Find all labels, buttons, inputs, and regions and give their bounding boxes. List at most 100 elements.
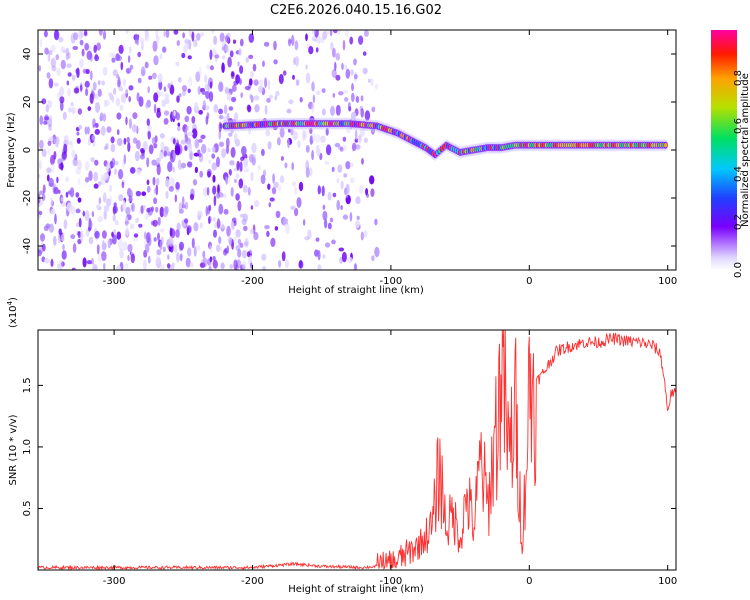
noise-mark: [331, 239, 336, 245]
noise-mark: [294, 40, 299, 51]
noise-mark: [153, 55, 159, 66]
noise-mark: [245, 57, 249, 63]
noise-mark: [338, 91, 344, 96]
noise-mark: [248, 33, 255, 43]
noise-mark: [355, 220, 360, 229]
noise-mark: [320, 135, 326, 143]
noise-mark: [42, 121, 48, 125]
noise-mark: [253, 79, 259, 86]
noise-mark: [97, 254, 102, 263]
noise-mark: [152, 72, 157, 80]
noise-mark: [237, 75, 241, 83]
noise-mark: [235, 173, 240, 179]
noise-mark: [206, 186, 210, 196]
noise-mark: [226, 92, 232, 101]
top-y-tick-label: 40: [22, 48, 33, 61]
noise-mark: [125, 67, 132, 74]
noise-mark: [219, 246, 223, 252]
noise-mark: [65, 176, 70, 183]
noise-mark: [279, 175, 285, 184]
noise-mark: [258, 85, 264, 93]
noise-mark: [362, 51, 367, 56]
noise-mark: [115, 265, 122, 270]
noise-mark: [56, 263, 60, 269]
noise-mark: [167, 263, 171, 269]
noise-mark: [297, 140, 301, 149]
noise-mark: [273, 59, 278, 65]
noise-mark: [329, 217, 334, 223]
noise-mark: [208, 216, 211, 225]
noise-mark: [62, 244, 65, 251]
noise-mark: [122, 159, 125, 169]
noise-mark: [72, 46, 79, 50]
noise-mark: [201, 143, 207, 154]
noise-mark: [84, 30, 88, 36]
noise-mark: [153, 143, 158, 149]
noise-mark: [237, 61, 240, 67]
noise-mark: [292, 181, 297, 187]
noise-mark: [348, 106, 352, 112]
noise-mark: [178, 208, 184, 214]
noise-mark: [274, 226, 279, 231]
noise-mark: [127, 141, 131, 153]
noise-mark: [60, 233, 65, 242]
noise-mark: [172, 138, 176, 145]
noise-mark: [315, 47, 319, 53]
noise-mark: [172, 166, 175, 173]
noise-mark: [41, 149, 47, 158]
noise-mark: [316, 147, 321, 157]
noise-mark: [284, 162, 288, 169]
noise-mark: [53, 30, 60, 41]
noise-mark: [116, 112, 122, 120]
noise-mark: [88, 236, 94, 245]
noise-mark: [155, 257, 160, 265]
noise-mark: [96, 204, 101, 210]
noise-mark: [38, 174, 41, 179]
noise-mark: [174, 194, 177, 203]
noise-mark: [246, 251, 251, 258]
noise-mark: [132, 124, 137, 133]
noise-mark: [200, 134, 206, 140]
noise-mark: [321, 88, 326, 93]
noise-mark: [275, 90, 280, 97]
noise-mark: [238, 48, 242, 56]
noise-mark: [159, 133, 165, 139]
noise-mark: [153, 103, 157, 114]
noise-mark: [222, 55, 226, 60]
noise-mark: [111, 231, 114, 238]
noise-mark: [51, 162, 55, 174]
noise-mark: [94, 128, 101, 135]
noise-mark: [47, 100, 53, 109]
y-multiplier-close: ): [8, 297, 19, 301]
noise-mark: [218, 115, 224, 120]
noise-mark: [209, 49, 213, 61]
noise-mark: [121, 181, 125, 189]
noise-mark: [273, 40, 277, 51]
noise-mark: [228, 132, 233, 137]
bottom-x-axis-label: Height of straight line (km): [288, 584, 424, 595]
noise-mark: [103, 262, 106, 270]
noise-mark: [169, 84, 175, 95]
noise-mark: [335, 52, 341, 61]
noise-mark: [63, 219, 68, 230]
noise-mark: [315, 134, 321, 143]
top-y-tick-label: 0: [22, 147, 33, 153]
noise-mark: [239, 65, 244, 74]
noise-mark: [81, 48, 85, 57]
noise-mark: [235, 138, 241, 147]
top-x-tick-label: -100: [380, 276, 403, 287]
noise-mark: [208, 91, 214, 102]
noise-mark: [234, 112, 239, 122]
noise-mark: [218, 141, 225, 148]
noise-mark: [163, 118, 169, 125]
y-multiplier-base: (x10: [8, 305, 19, 328]
noise-mark: [98, 181, 102, 186]
noise-mark: [48, 136, 54, 142]
noise-mark: [258, 79, 263, 87]
noise-mark: [72, 157, 78, 167]
noise-mark: [151, 159, 157, 166]
noise-mark: [158, 79, 163, 91]
noise-mark: [298, 259, 303, 268]
noise-mark: [44, 116, 50, 121]
noise-mark: [359, 127, 365, 137]
